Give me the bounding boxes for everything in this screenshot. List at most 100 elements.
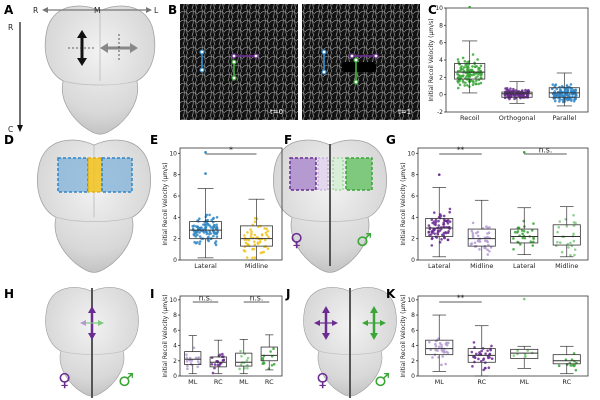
data-point [470,229,474,233]
data-point [433,232,436,235]
arrow-left-icon [362,320,368,326]
plot-frame [179,295,283,377]
data-point [565,224,569,228]
data-point [198,231,201,234]
panel-label-g: G [386,133,396,147]
data-point [559,88,562,91]
data-point [472,355,475,359]
data-point [556,240,559,244]
data-point [480,349,483,353]
data-point [186,367,189,371]
data-point [573,97,576,101]
outlier-point [204,150,207,154]
data-point [269,350,272,353]
data-point [516,230,520,233]
axis-r-label: R [33,6,38,15]
data-point [487,366,491,370]
data-point [212,216,215,220]
y-tick-label: 10 [407,297,415,304]
data-point [527,89,530,93]
data-point [473,73,476,76]
data-point [556,230,559,234]
male-symbol: ♂ [118,370,134,391]
data-point [192,346,196,350]
category-label: Lateral [513,262,536,270]
data-point [471,234,475,237]
data-point [210,362,214,366]
data-point [479,64,483,68]
time-label-t0: t=0 [270,108,283,116]
data-point [570,93,574,96]
arrow-left-icon [314,320,320,326]
y-tick-label: 8 [411,312,415,319]
data-point [476,234,480,238]
data-point [487,243,490,247]
category-label: Midline [555,262,578,270]
data-point [436,229,440,233]
data-point [488,226,491,229]
y-tick-label: 2 [411,236,415,243]
arrow-right-icon [380,320,386,326]
data-point [490,357,494,361]
y-tick-label: 8 [173,312,177,319]
data-point [573,248,577,251]
data-point [214,227,218,230]
box [510,228,539,244]
y-tick-label: 10 [435,5,443,12]
data-point [523,355,527,359]
data-point [430,244,434,247]
data-point [483,246,486,249]
data-point [484,352,487,355]
category-label: Lateral [194,262,217,270]
y-tick-label: 6 [173,193,177,200]
data-point [253,256,257,260]
data-point [212,231,216,235]
data-point [245,359,249,362]
data-point [568,93,571,96]
outlier-point [522,150,526,154]
data-point [444,219,447,223]
data-point [434,342,437,346]
data-point [569,254,572,257]
data-point [441,233,444,237]
data-point [520,229,524,232]
data-point [456,72,459,76]
data-point [195,231,199,234]
data-point [430,237,434,241]
y-tick-label: 0 [173,373,177,380]
female-symbol: ♀ [58,370,71,391]
data-point [463,60,467,63]
axis-c-label: C [8,125,13,134]
data-point [213,225,216,229]
data-point [560,250,564,254]
data-point [430,230,434,233]
female-lateral-region [289,157,317,191]
data-point [457,78,461,82]
category-label: Parallel [552,114,576,122]
arrow-right-icon [332,320,338,326]
y-tick-label: 10 [407,150,415,157]
data-point [448,207,452,211]
data-point [272,362,276,366]
data-point [524,88,527,92]
y-tick-label: 6 [173,327,177,334]
data-point [434,218,438,222]
data-point [197,356,201,359]
data-point [532,222,535,225]
data-point [242,249,246,252]
panel-label-k: K [386,287,396,301]
data-point [441,355,445,358]
data-point [198,240,202,243]
arrowhead-right-icon [146,7,152,13]
data-point [471,221,475,225]
category-label: Lateral [428,262,451,270]
data-point [558,220,562,223]
data-point [474,76,478,79]
data-point [519,243,522,246]
category-label: ML [435,378,445,386]
y-tick-label: 10 [169,297,177,304]
data-point [240,354,243,358]
y-tick-label: 4 [173,214,177,221]
arrow-down-icon [370,333,378,340]
